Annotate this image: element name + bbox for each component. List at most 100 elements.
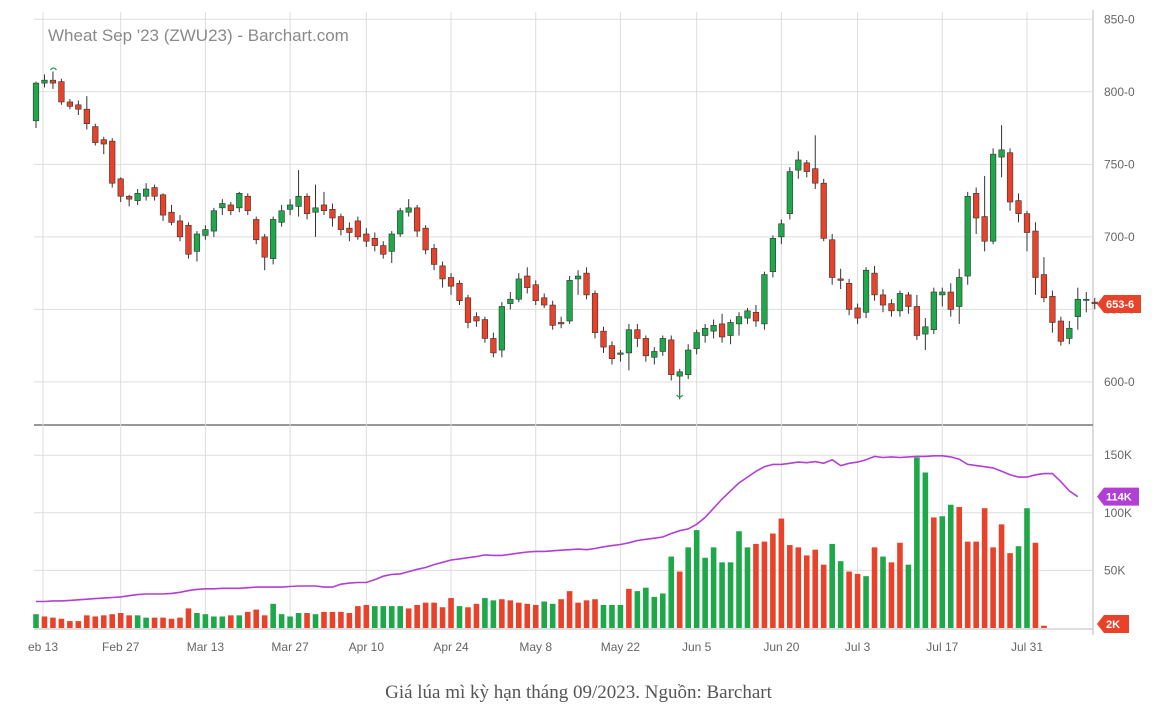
volume-bar	[617, 604, 624, 628]
volume-bar	[990, 547, 996, 628]
volume-bar	[482, 598, 488, 628]
volume-bar	[871, 547, 878, 628]
x-tick-label: May 22	[601, 640, 641, 654]
volume-bar	[888, 562, 895, 628]
volume-bar	[287, 616, 293, 628]
last-price-badge-text: 653-6	[1106, 299, 1134, 311]
volume-bar	[58, 618, 65, 628]
candle	[397, 207, 404, 237]
price-tick-label: 850-0	[1104, 12, 1135, 26]
volume-bar	[329, 611, 336, 628]
volume-bar	[41, 616, 48, 628]
candle	[109, 138, 116, 188]
volume-bar	[346, 613, 353, 628]
candle	[41, 74, 48, 88]
ma-layer	[36, 454, 1079, 603]
x-tick-label: Apr 24	[433, 640, 469, 654]
candle	[1040, 257, 1048, 303]
volume-bar	[338, 611, 344, 628]
candle	[253, 216, 260, 245]
volume-bar	[295, 613, 302, 628]
candle	[778, 219, 785, 245]
volume-bar	[143, 617, 149, 628]
volume-bar	[473, 603, 480, 628]
volume-bar	[397, 606, 404, 628]
volume-bar	[422, 602, 429, 628]
last-price-badge: 653-6	[1097, 294, 1141, 313]
volume-bar	[109, 614, 116, 628]
volume-bar	[253, 609, 260, 628]
candle	[210, 207, 217, 237]
candle	[990, 148, 997, 245]
candle	[117, 177, 124, 203]
volume-bar	[719, 562, 725, 628]
volume-bar	[956, 507, 963, 628]
volume-bar	[75, 621, 82, 628]
candle	[651, 347, 658, 365]
candle	[727, 319, 734, 345]
volume-bar	[558, 599, 564, 628]
candle	[1023, 210, 1031, 252]
volume-bar	[659, 593, 666, 628]
x-tick-label: eb 13	[28, 640, 58, 654]
volume-bar	[524, 603, 531, 628]
candle	[1006, 148, 1014, 211]
volume-bar	[761, 541, 768, 628]
chart-title: Wheat Sep '23 (ZWU23) - Barchart.com	[48, 26, 349, 45]
last-volume-badge-text: 2K	[1106, 619, 1120, 631]
candle	[1049, 290, 1056, 333]
candle	[422, 225, 429, 255]
volume-bar	[372, 606, 378, 628]
volume-bar	[278, 614, 285, 628]
volume-bar	[541, 601, 547, 628]
candle	[498, 302, 505, 358]
volume-bar	[939, 516, 946, 628]
candle	[634, 323, 641, 348]
candle	[829, 233, 836, 285]
volume-bar	[168, 618, 175, 628]
candle	[642, 335, 649, 362]
candle	[329, 203, 336, 227]
candle	[447, 273, 455, 295]
candle	[837, 268, 844, 290]
candle	[761, 271, 768, 330]
volume-bar	[84, 615, 90, 628]
candle	[998, 125, 1005, 178]
candle	[1032, 222, 1039, 295]
candle	[261, 233, 268, 271]
candle	[930, 287, 937, 335]
volume-bar	[134, 615, 141, 628]
candle	[795, 151, 802, 179]
candle	[896, 290, 904, 317]
candle	[515, 273, 522, 303]
volume-bar	[981, 508, 988, 628]
candle	[346, 222, 353, 242]
volume-bar	[1041, 625, 1047, 628]
candle	[854, 303, 861, 324]
volume-bar	[507, 600, 514, 628]
volume-bar	[151, 617, 158, 628]
candle	[143, 183, 150, 201]
candle	[617, 350, 624, 362]
candle	[888, 299, 895, 317]
candle	[490, 332, 497, 358]
candle	[693, 329, 700, 355]
candle	[58, 78, 65, 105]
x-tick-label: Jun 5	[682, 640, 712, 654]
volume-bar	[676, 571, 683, 628]
candle	[812, 135, 819, 189]
x-tick-label: Jun 20	[763, 640, 799, 654]
candle	[32, 81, 40, 129]
volume-bar	[753, 543, 759, 628]
volume-bar	[431, 602, 437, 628]
candle	[278, 204, 285, 227]
candle	[202, 225, 209, 240]
candle	[286, 199, 294, 216]
candle	[49, 71, 57, 89]
volume-bar	[787, 545, 793, 628]
candle	[549, 300, 556, 330]
candle	[524, 267, 531, 294]
volume-bar	[964, 541, 971, 628]
candle	[913, 294, 920, 340]
volume-bar	[92, 616, 99, 628]
